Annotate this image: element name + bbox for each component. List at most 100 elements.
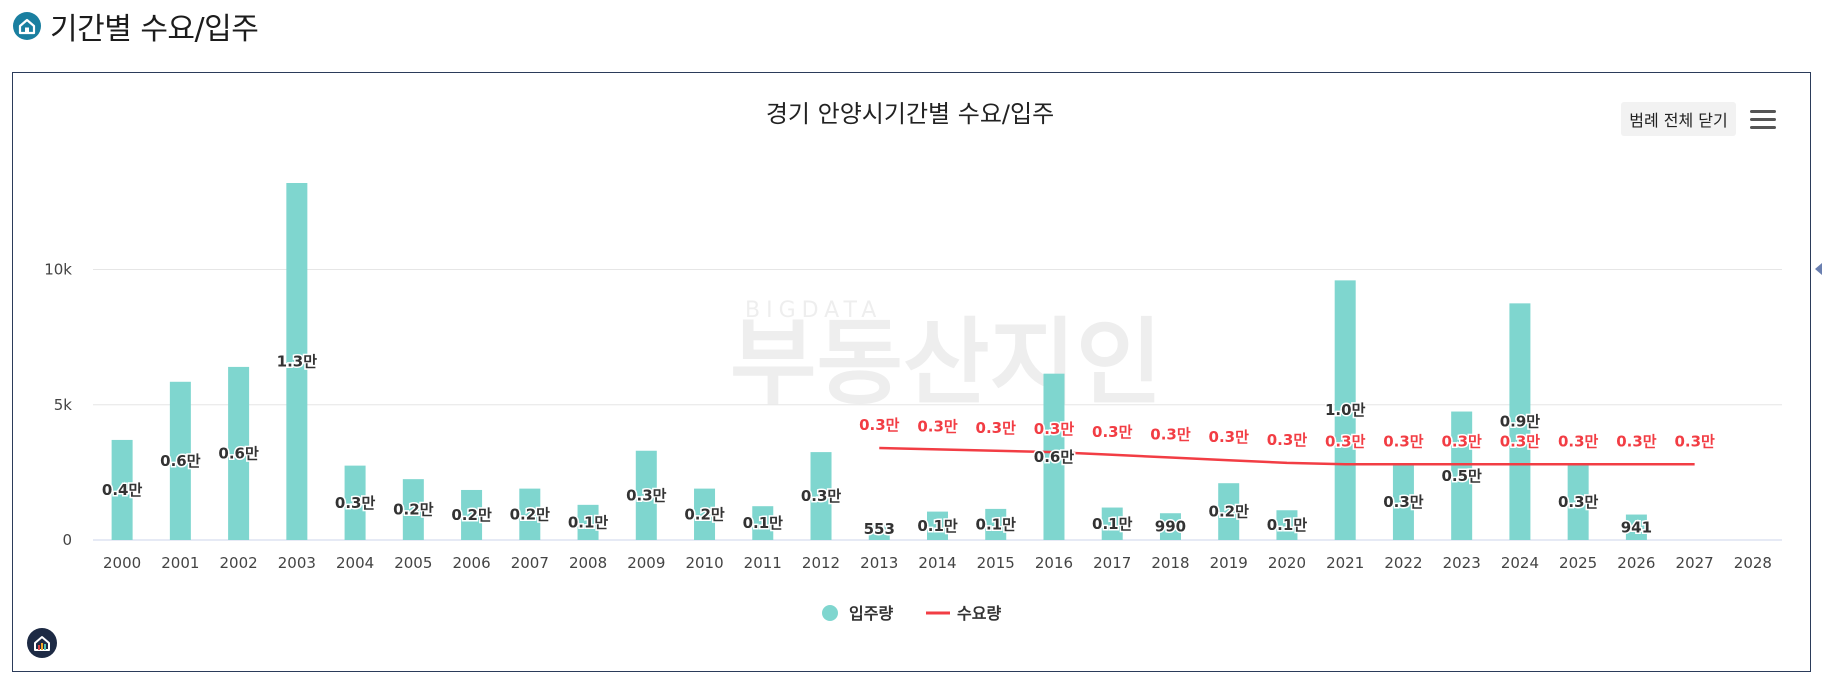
bar-label-2000: 0.4만 bbox=[102, 481, 143, 499]
bar-label-2011: 0.1만 bbox=[743, 514, 784, 532]
bar-label-2009: 0.3만 bbox=[626, 486, 667, 504]
bar-label-2019: 0.2만 bbox=[1209, 503, 1250, 521]
x-tick-label: 2016 bbox=[1035, 554, 1073, 572]
bar-label-2023: 0.5만 bbox=[1441, 467, 1482, 485]
y-tick-label: 0 bbox=[62, 531, 72, 549]
line-label-2026: 0.3만 bbox=[1616, 432, 1657, 450]
x-tick-label: 2021 bbox=[1326, 554, 1364, 572]
x-tick-label: 2010 bbox=[685, 554, 723, 572]
bar-label-2002: 0.6만 bbox=[218, 444, 259, 462]
bar-label-2010: 0.2만 bbox=[684, 505, 725, 523]
bar-label-2018: 990 bbox=[1155, 518, 1186, 536]
bar-입주량-2007[interactable] bbox=[519, 488, 541, 540]
bar-입주량-2003[interactable] bbox=[286, 183, 308, 540]
bar-입주량-2011[interactable] bbox=[752, 506, 774, 540]
legend-입주량-icon[interactable] bbox=[822, 605, 838, 621]
bar-입주량-2008[interactable] bbox=[577, 504, 599, 540]
x-tick-label: 2006 bbox=[452, 554, 490, 572]
bar-label-2017: 0.1만 bbox=[1092, 515, 1133, 533]
line-label-2023: 0.3만 bbox=[1441, 432, 1482, 450]
bar-label-2005: 0.2만 bbox=[393, 501, 434, 519]
legend-수요량-label[interactable]: 수요량 bbox=[957, 604, 1001, 623]
watermark-main: 부동산지인 bbox=[730, 309, 1162, 418]
watermark-small: BIGDATA bbox=[745, 298, 882, 323]
bar-label-2024: 0.9만 bbox=[1500, 413, 1541, 431]
bar-입주량-2021[interactable] bbox=[1334, 280, 1356, 540]
bar-label-2014: 0.1만 bbox=[917, 517, 958, 535]
line-label-2025: 0.3만 bbox=[1558, 432, 1599, 450]
bar-입주량-2017[interactable] bbox=[1101, 507, 1123, 540]
line-label-2014: 0.3만 bbox=[917, 417, 958, 435]
bar-입주량-2005[interactable] bbox=[402, 479, 424, 540]
x-tick-label: 2008 bbox=[569, 554, 607, 572]
bar-입주량-2020[interactable] bbox=[1276, 510, 1298, 540]
bar-label-2016: 0.6만 bbox=[1034, 448, 1075, 466]
legend-toggle-button[interactable]: 범례 전체 닫기 bbox=[1621, 102, 1736, 136]
bar-입주량-2012[interactable] bbox=[810, 452, 832, 540]
bar-입주량-2018[interactable] bbox=[1159, 513, 1181, 540]
bar-입주량-2025[interactable] bbox=[1567, 464, 1589, 540]
bar-입주량-2009[interactable] bbox=[635, 450, 657, 540]
y-tick-label: 5k bbox=[54, 396, 73, 414]
hamburger-menu-icon[interactable] bbox=[1750, 110, 1776, 130]
bar-입주량-2015[interactable] bbox=[985, 508, 1007, 540]
legend-입주량-label[interactable]: 입주량 bbox=[849, 604, 893, 623]
bar-입주량-2014[interactable] bbox=[927, 511, 948, 540]
chart-title: 경기 안양시기간별 수요/입주 bbox=[766, 100, 1054, 128]
x-tick-label: 2009 bbox=[627, 554, 665, 572]
line-label-2021: 0.3만 bbox=[1325, 432, 1366, 450]
bar-label-2026: 941 bbox=[1621, 518, 1652, 536]
brand-logo-icon bbox=[27, 628, 57, 658]
bar-label-2007: 0.2만 bbox=[510, 505, 551, 523]
x-tick-label: 2017 bbox=[1093, 554, 1131, 572]
bar-입주량-2023[interactable] bbox=[1451, 411, 1473, 540]
bar-label-2013: 553 bbox=[864, 520, 895, 538]
x-tick-label: 2003 bbox=[278, 554, 316, 572]
x-tick-label: 2028 bbox=[1734, 554, 1772, 572]
bar-입주량-2000[interactable] bbox=[111, 439, 133, 540]
section-title: 기간별 수요/입주 bbox=[50, 12, 259, 47]
bar-label-2003: 1.3만 bbox=[277, 353, 318, 371]
bar-입주량-2010[interactable] bbox=[694, 488, 716, 540]
x-tick-label: 2024 bbox=[1501, 554, 1539, 572]
home-icon bbox=[13, 12, 41, 40]
bar-label-2008: 0.1만 bbox=[568, 513, 609, 531]
bar-입주량-2002[interactable] bbox=[228, 366, 250, 540]
bar-입주량-2026[interactable] bbox=[1625, 514, 1647, 540]
bar-입주량-2001[interactable] bbox=[169, 381, 191, 540]
line-label-2022: 0.3만 bbox=[1383, 432, 1424, 450]
line-수요량[interactable] bbox=[879, 446, 1695, 466]
x-tick-label: 2002 bbox=[220, 554, 258, 572]
line-label-2016: 0.3만 bbox=[1034, 420, 1075, 438]
scroll-indicator-icon[interactable] bbox=[1815, 263, 1822, 275]
x-tick-label: 2015 bbox=[977, 554, 1015, 572]
x-tick-label: 2004 bbox=[336, 554, 374, 572]
bar-입주량-2024[interactable] bbox=[1509, 303, 1531, 540]
x-tick-label: 2001 bbox=[161, 554, 199, 572]
bar-입주량-2013[interactable] bbox=[868, 525, 890, 540]
bar-입주량-2016[interactable] bbox=[1043, 373, 1065, 540]
bar-label-2004: 0.3만 bbox=[335, 494, 376, 512]
bar-입주량-2004[interactable] bbox=[344, 465, 366, 540]
x-tick-label: 2027 bbox=[1676, 554, 1714, 572]
x-tick-label: 2018 bbox=[1151, 554, 1189, 572]
line-label-2019: 0.3만 bbox=[1209, 428, 1250, 446]
section-header: 기간별 수요/입주 bbox=[12, 6, 259, 47]
x-tick-label: 2014 bbox=[918, 554, 956, 572]
x-tick-label: 2025 bbox=[1559, 554, 1597, 572]
line-label-2017: 0.3만 bbox=[1092, 423, 1133, 441]
line-label-2018: 0.3만 bbox=[1150, 426, 1191, 444]
bar-label-2006: 0.2만 bbox=[451, 506, 492, 524]
x-tick-label: 2022 bbox=[1384, 554, 1422, 572]
bar-label-2001: 0.6만 bbox=[160, 452, 201, 470]
bar-입주량-2006[interactable] bbox=[461, 489, 483, 540]
y-tick-label: 10k bbox=[44, 261, 72, 279]
bar-입주량-2019[interactable] bbox=[1218, 483, 1240, 540]
bar-입주량-2022[interactable] bbox=[1392, 464, 1414, 540]
bar-label-2015: 0.1만 bbox=[976, 515, 1017, 533]
bar-label-2012: 0.3만 bbox=[801, 487, 842, 505]
line-label-2024: 0.3만 bbox=[1500, 432, 1541, 450]
line-label-2020: 0.3만 bbox=[1267, 431, 1308, 449]
line-label-2027: 0.3만 bbox=[1674, 432, 1715, 450]
